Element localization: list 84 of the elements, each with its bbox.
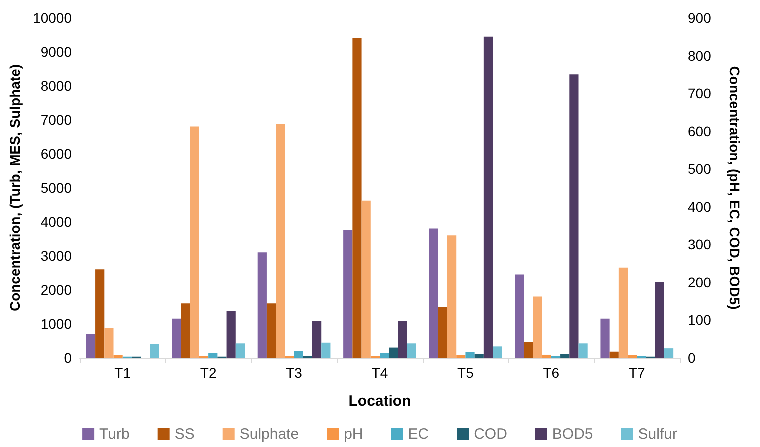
y2-tick-label: 600: [688, 123, 712, 140]
bar: [484, 36, 494, 358]
bar: [466, 352, 475, 358]
bar: [542, 354, 552, 358]
y-tick-label: 8000: [40, 78, 72, 94]
legend-label: EC: [408, 426, 430, 443]
y-tick-label: 5000: [40, 180, 72, 196]
x-tick-label: T3: [286, 365, 303, 381]
bar: [322, 342, 331, 358]
legend-label: Sulfur: [638, 426, 678, 443]
bar: [86, 334, 96, 358]
bar: [266, 304, 276, 358]
bar: [362, 200, 371, 358]
bar: [208, 353, 218, 358]
bar: [515, 274, 524, 358]
y2-tick-label: 400: [688, 198, 712, 215]
bar: [344, 230, 353, 358]
bar: [628, 355, 638, 358]
bar: [181, 304, 190, 358]
x-tick-label: T6: [543, 365, 560, 381]
bar: [276, 124, 286, 358]
y-tick-label: 0: [64, 350, 72, 366]
bar: [456, 355, 466, 358]
bar: [398, 320, 408, 358]
bar: [190, 126, 200, 358]
bar: [448, 236, 457, 358]
legend-label: Turb: [100, 426, 130, 443]
bar: [96, 270, 105, 358]
bar: [258, 252, 267, 358]
bar: [600, 318, 610, 358]
y2-tick-label: 300: [688, 236, 712, 253]
bar: [294, 351, 304, 358]
legend-label: COD: [474, 426, 508, 443]
x-tick-label: T7: [628, 365, 646, 381]
y-tick-label: 1000: [40, 316, 72, 332]
bar: [429, 228, 438, 358]
y-tick-label: 3000: [40, 248, 72, 264]
bar: [655, 282, 664, 358]
bar: [236, 344, 245, 358]
bar: [380, 353, 390, 358]
bar: [570, 74, 579, 358]
x-axis-title: Location: [348, 393, 412, 410]
bar: [474, 354, 484, 358]
bar: [312, 320, 322, 358]
bar: [389, 348, 398, 358]
legend-label: BOD5: [552, 426, 594, 443]
bar: [618, 268, 628, 358]
bar: [114, 355, 123, 358]
bar: [664, 348, 674, 358]
y-tick-label: 6000: [40, 146, 72, 162]
x-tick-label: T5: [458, 365, 474, 381]
y2-tick-label: 800: [688, 48, 712, 64]
x-tick-label: T1: [114, 365, 132, 381]
y-axis-title: Concentration, (Turb, MES, Sulphate): [7, 64, 23, 312]
y2-axis-title: Concentration, (pH, EC, COD, BOD5): [727, 66, 743, 310]
legend-label: Sulphate: [240, 426, 300, 443]
y-tick-label: 9000: [40, 44, 72, 60]
bar: [150, 344, 160, 358]
bar: [493, 346, 502, 358]
y2-tick-label: 700: [688, 86, 712, 102]
x-tick-label: T4: [372, 365, 388, 381]
y2-tick-label: 100: [688, 312, 712, 328]
y-tick-label: 4000: [40, 214, 72, 230]
y2-tick-label: 500: [688, 161, 712, 178]
bar: [352, 38, 362, 358]
bar: [172, 318, 182, 358]
bar: [560, 354, 570, 358]
bar: [407, 344, 416, 358]
y-tick-label: 7000: [40, 112, 72, 128]
bar: [610, 352, 619, 358]
legend-label: SS: [174, 426, 195, 443]
y2-tick-label: 200: [688, 274, 712, 290]
bar: [578, 344, 588, 358]
y2-tick-label: 0: [688, 350, 696, 366]
y-tick-label: 2000: [40, 282, 72, 298]
bar: [438, 307, 448, 358]
bar: [226, 311, 236, 358]
bar: [104, 328, 114, 358]
bar: [524, 342, 534, 358]
legend-label: pH: [344, 426, 364, 443]
bar: [533, 296, 542, 358]
y-tick-label: 10000: [33, 10, 72, 26]
x-tick-label: T2: [200, 365, 217, 381]
y2-tick-label: 900: [688, 10, 712, 26]
